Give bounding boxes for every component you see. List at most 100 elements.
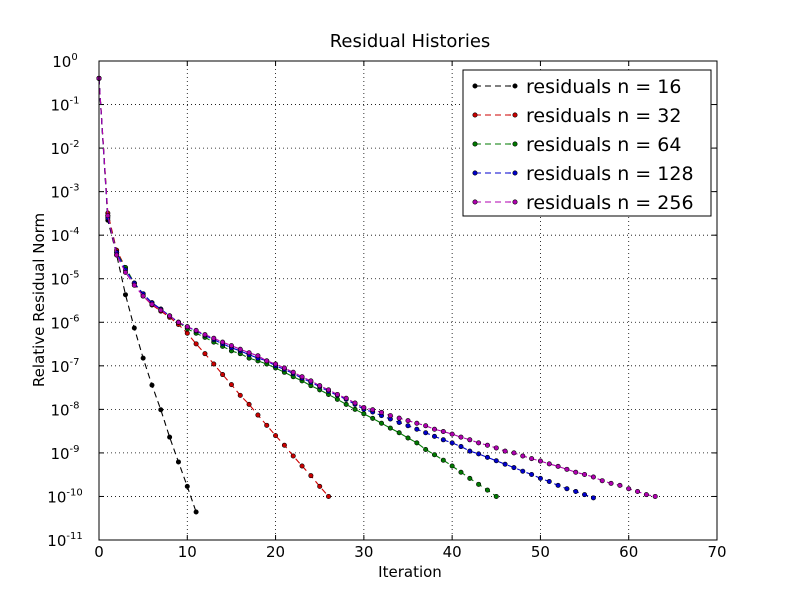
data-point: [167, 313, 173, 319]
data-point: [573, 469, 579, 475]
chart-title: Residual Histories: [330, 31, 491, 52]
data-point: [431, 426, 437, 432]
data-point: [122, 269, 128, 275]
data-point: [193, 327, 199, 333]
data-point: [529, 471, 535, 477]
data-point: [149, 382, 155, 388]
legend-marker: [472, 170, 478, 176]
data-point: [493, 445, 499, 451]
data-point: [537, 458, 543, 464]
data-point: [379, 409, 385, 415]
data-point: [211, 335, 217, 341]
data-point: [228, 343, 234, 349]
data-point: [317, 383, 323, 389]
data-point: [449, 463, 455, 469]
legend-label: residuals n = 128: [526, 163, 694, 185]
data-point: [220, 372, 226, 378]
data-point: [476, 451, 482, 457]
y-tick-label: 10-2: [50, 139, 79, 158]
legend-label: residuals n = 16: [526, 76, 681, 98]
legend-marker: [512, 141, 518, 147]
y-tick-label: 10-11: [47, 531, 82, 550]
legend-label: residuals n = 64: [526, 134, 681, 156]
y-tick-label: 10-8: [50, 400, 79, 419]
data-point: [449, 431, 455, 437]
legend-marker: [512, 170, 518, 176]
data-point: [273, 433, 279, 439]
data-point: [608, 480, 614, 486]
data-point: [546, 461, 552, 467]
data-point: [158, 307, 164, 313]
y-tick-label: 100: [52, 52, 77, 71]
data-point: [290, 453, 296, 459]
data-point: [396, 415, 402, 421]
legend-marker: [512, 112, 518, 118]
data-point: [308, 473, 314, 479]
data-point: [582, 492, 588, 498]
data-point: [105, 213, 111, 219]
x-tick-label: 0: [94, 543, 104, 561]
data-point: [202, 332, 208, 338]
data-point: [414, 440, 420, 446]
data-point: [264, 358, 270, 364]
data-point: [193, 509, 199, 515]
data-point: [326, 493, 332, 499]
data-point: [590, 474, 596, 480]
data-point: [493, 458, 499, 464]
data-point: [635, 488, 641, 494]
legend-label: residuals n = 32: [526, 105, 681, 127]
data-point: [281, 442, 287, 448]
data-point: [458, 434, 464, 440]
data-point: [502, 461, 508, 467]
series-line: [98, 78, 656, 497]
data-point: [167, 434, 173, 440]
data-point: [440, 429, 446, 435]
data-point: [175, 319, 181, 325]
data-point: [414, 426, 420, 432]
data-point: [405, 418, 411, 424]
data-point: [520, 453, 526, 459]
data-point: [511, 465, 517, 471]
data-point: [493, 493, 499, 499]
data-point: [387, 425, 393, 431]
data-point: [582, 471, 588, 477]
data-point: [175, 459, 181, 465]
data-point: [431, 452, 437, 458]
data-point: [149, 301, 155, 307]
data-point: [520, 468, 526, 474]
y-tick-label: 10-7: [50, 357, 79, 376]
data-point: [555, 482, 561, 488]
data-point: [405, 435, 411, 441]
data-point: [423, 423, 429, 429]
data-point: [449, 440, 455, 446]
data-point: [299, 463, 305, 469]
legend-box: [462, 69, 712, 217]
legend-label: residuals n = 256: [526, 192, 694, 214]
data-point: [317, 483, 323, 489]
data-point: [114, 252, 120, 258]
legend-marker: [472, 141, 478, 147]
data-point: [555, 463, 561, 469]
data-point: [370, 407, 376, 413]
data-point: [308, 378, 314, 384]
data-point: [511, 450, 517, 456]
y-axis-label: Relative Residual Norm: [30, 213, 48, 387]
data-point: [140, 355, 146, 361]
data-point: [537, 475, 543, 481]
data-point: [361, 405, 367, 411]
data-point: [299, 374, 305, 380]
data-point: [202, 351, 208, 357]
data-point: [343, 401, 349, 407]
data-point: [476, 440, 482, 446]
data-point: [617, 482, 623, 488]
data-point: [626, 486, 632, 492]
data-point: [573, 488, 579, 494]
data-point: [290, 369, 296, 375]
data-point: [334, 391, 340, 397]
y-tick-label: 10-3: [50, 183, 79, 202]
x-tick-label: 10: [178, 543, 197, 561]
data-point: [264, 422, 270, 428]
x-tick-label: 70: [707, 543, 726, 561]
data-point: [458, 444, 464, 450]
